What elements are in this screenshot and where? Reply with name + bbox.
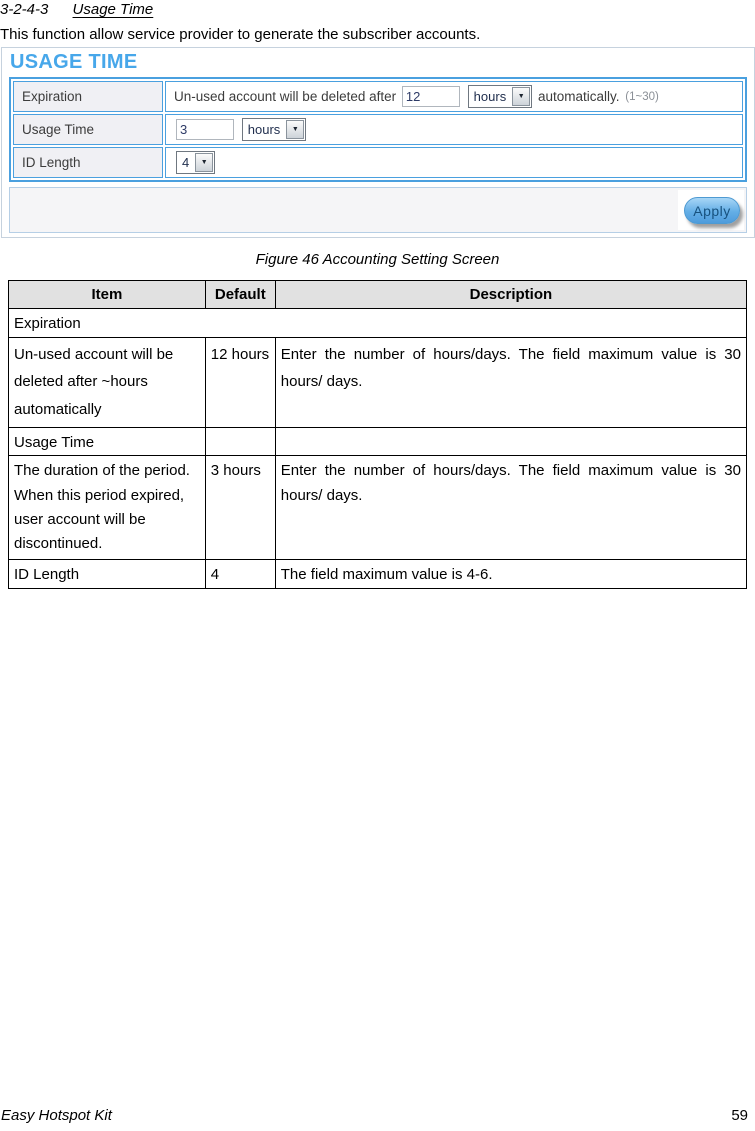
column-header-item: Item — [8, 280, 206, 309]
usage-time-row: Usage Time hours ▼ — [13, 114, 743, 145]
usage-time-title: USAGE TIME — [10, 51, 138, 73]
table-row: Un-used account will be deleted after ~h… — [8, 336, 748, 428]
default-cell: 4 — [204, 559, 276, 589]
section-cell-expiration: Expiration — [8, 308, 747, 338]
column-header-description: Description — [274, 280, 748, 309]
expiration-text-after: automatically. — [537, 89, 620, 104]
section-number: 3-2-4-3 — [0, 1, 49, 18]
usage-time-hours-input[interactable] — [176, 119, 234, 140]
expiration-text-before: Un-used account will be deleted after — [174, 89, 397, 104]
apply-bar: Apply — [9, 187, 747, 233]
dropdown-arrow-icon: ▼ — [195, 153, 214, 172]
description-cell: Enter the number of hours/days. The fiel… — [274, 336, 748, 428]
footer-document-title: Easy Hotspot Kit — [1, 1107, 112, 1124]
table-row: The duration of the period. When this pe… — [8, 455, 748, 561]
usage-time-unit-value: hours — [247, 122, 281, 137]
dropdown-arrow-icon: ▼ — [286, 120, 305, 139]
id-length-controls: 4 ▼ — [165, 147, 743, 178]
footer-page-number: 59 — [731, 1107, 748, 1124]
page-footer: Easy Hotspot Kit 59 — [1, 1107, 748, 1124]
table-row: ID Length 4 The field maximum value is 4… — [8, 559, 748, 589]
default-cell: 12 hours — [204, 336, 276, 428]
intro-text: This function allow service provider to … — [0, 26, 481, 43]
figure-caption: Figure 46 Accounting Setting Screen — [255, 251, 500, 268]
table-row: Usage Time — [8, 426, 748, 457]
description-table: Item Default Description Expiration Un-u… — [8, 280, 748, 589]
expiration-label: Expiration — [13, 81, 163, 112]
id-length-row: ID Length 4 ▼ — [13, 147, 743, 178]
table-row: Expiration — [8, 308, 747, 338]
id-length-value: 4 — [182, 155, 190, 170]
dropdown-arrow-icon: ▼ — [512, 87, 531, 106]
item-cell: The duration of the period. When this pe… — [8, 455, 206, 561]
expiration-controls: Un-used account will be deleted after ho… — [165, 81, 743, 112]
id-length-label: ID Length — [13, 147, 163, 178]
item-cell: Un-used account will be deleted after ~h… — [8, 336, 206, 428]
usage-time-unit-select[interactable]: hours ▼ — [241, 118, 307, 141]
apply-button[interactable]: Apply — [684, 197, 740, 224]
item-cell: Usage Time — [8, 426, 206, 457]
table-header-row: Item Default Description — [8, 280, 748, 309]
usage-time-controls: hours ▼ — [165, 114, 743, 145]
settings-table: Expiration Un-used account will be delet… — [9, 77, 747, 182]
expiration-unit-value: hours — [473, 89, 507, 104]
item-cell: ID Length — [8, 559, 206, 589]
description-cell: The field maximum value is 4-6. — [274, 559, 748, 589]
section-heading: 3-2-4-3 Usage Time — [0, 0, 755, 19]
default-cell: 3 hours — [204, 455, 276, 561]
expiration-unit-select[interactable]: hours ▼ — [467, 85, 533, 108]
description-cell: Enter the number of hours/days. The fiel… — [274, 455, 748, 561]
usage-time-screenshot: USAGE TIME Expiration Un-used account wi… — [1, 47, 755, 238]
id-length-select[interactable]: 4 ▼ — [176, 151, 216, 174]
expiration-row: Expiration Un-used account will be delet… — [13, 81, 743, 112]
description-cell — [274, 426, 748, 457]
expiration-range-hint: (1~30) — [625, 91, 659, 104]
usage-time-label: Usage Time — [13, 114, 163, 145]
expiration-hours-input[interactable] — [401, 86, 460, 107]
default-cell — [204, 426, 276, 457]
column-header-default: Default — [204, 280, 276, 309]
section-title: Usage Time — [72, 1, 154, 18]
